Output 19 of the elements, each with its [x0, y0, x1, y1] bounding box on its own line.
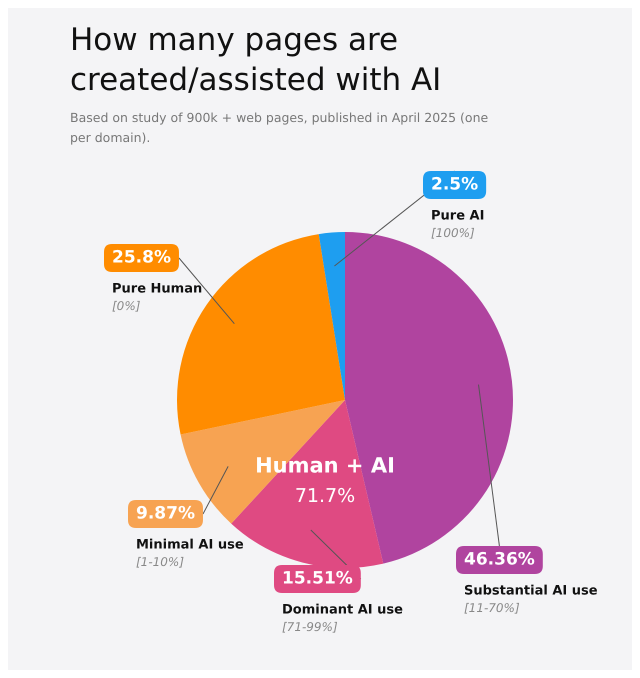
text: [1-10%] [136, 555, 184, 570]
slice-label: Minimal AI use [136, 537, 244, 552]
chart-subtitle: Based on study of 900k + web pages, published in April 2025 (one per domain). [70, 109, 490, 147]
text: Human + AI [255, 453, 395, 478]
text: [11-70%] [464, 601, 520, 616]
slice-label: Dominant AI use [282, 602, 404, 618]
data-label: 15.51% [282, 568, 353, 588]
text: [71-99%] [282, 620, 338, 634]
data-label: 25.8% [112, 247, 171, 268]
slice-label: Substantial AI use [464, 583, 598, 598]
text: [0%] [112, 299, 141, 314]
legend-label: Pure AI [431, 208, 484, 224]
text: 71.7% [294, 484, 356, 507]
data-label: 46.36% [464, 549, 535, 570]
chart-title: How many pages are created/assisted with AI [70, 21, 442, 100]
data-label: 2.5% [431, 174, 478, 194]
data-label: 9.87% [136, 503, 195, 524]
slice-label: Pure Human [112, 281, 202, 296]
text: [100%] [431, 226, 475, 240]
